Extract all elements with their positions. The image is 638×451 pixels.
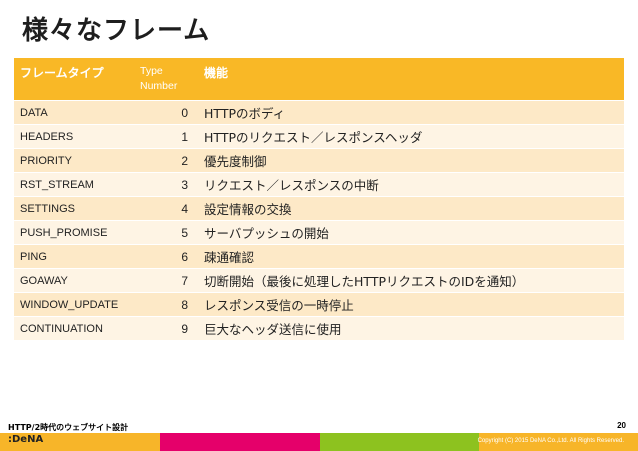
dena-logo: :DeNA	[8, 434, 44, 445]
copyright: Copyright (C) 2015 DeNA Co.,Ltd. All Rig…	[477, 438, 624, 444]
table-row: DATA 0 HTTPのボディ	[14, 100, 624, 125]
table-row: WINDOW_UPDATE 8 レスポンス受信の一時停止	[14, 292, 624, 317]
frame-type-cell: HEADERS	[14, 124, 134, 149]
table-row: PUSH_PROMISE 5 サーバプッシュの開始	[14, 220, 624, 245]
function-cell: 巨大なヘッダ送信に使用	[198, 316, 624, 340]
stripe-segment	[320, 433, 479, 451]
function-cell: HTTPのリクエスト／レスポンスヘッダ	[198, 124, 624, 149]
frame-type-cell: PRIORITY	[14, 148, 134, 173]
function-cell: HTTPのボディ	[198, 100, 624, 125]
stripe-segment	[160, 433, 320, 451]
type-number-cell: 8	[134, 292, 198, 317]
frame-type-cell: RST_STREAM	[14, 172, 134, 197]
table-header-row: フレームタイプ Type Number 機能	[14, 58, 624, 101]
type-number-cell: 5	[134, 220, 198, 245]
type-number-cell: 0	[134, 100, 198, 125]
page-number: 20	[617, 421, 626, 430]
header-function: 機能	[198, 58, 624, 101]
table-row: SETTINGS 4 設定情報の交換	[14, 196, 624, 221]
type-number-cell: 7	[134, 268, 198, 293]
table-row: PING 6 疎通確認	[14, 244, 624, 269]
frame-type-cell: DATA	[14, 100, 134, 125]
function-cell: レスポンス受信の一時停止	[198, 292, 624, 317]
type-number-cell: 9	[134, 316, 198, 340]
page-title: 様々なフレーム	[22, 16, 211, 46]
function-cell: 優先度制御	[198, 148, 624, 173]
frame-type-cell: CONTINUATION	[14, 316, 134, 340]
function-cell: 設定情報の交換	[198, 196, 624, 221]
frame-type-cell: PING	[14, 244, 134, 269]
footer-stripe	[0, 433, 638, 451]
stripe-segment	[0, 433, 160, 451]
deck-title: HTTP/2時代のウェブサイト設計	[8, 423, 129, 432]
type-number-cell: 4	[134, 196, 198, 221]
frame-type-cell: SETTINGS	[14, 196, 134, 221]
type-number-cell: 6	[134, 244, 198, 269]
function-cell: リクエスト／レスポンスの中断	[198, 172, 624, 197]
header-frame-type: フレームタイプ	[14, 58, 134, 101]
table-row: PRIORITY 2 優先度制御	[14, 148, 624, 173]
type-number-cell: 3	[134, 172, 198, 197]
stripe-segment	[479, 433, 638, 451]
frame-type-cell: PUSH_PROMISE	[14, 220, 134, 245]
function-cell: 疎通確認	[198, 244, 624, 269]
table-row: CONTINUATION 9 巨大なヘッダ送信に使用	[14, 316, 624, 340]
table-row: RST_STREAM 3 リクエスト／レスポンスの中断	[14, 172, 624, 197]
frame-type-cell: GOAWAY	[14, 268, 134, 293]
table-row: HEADERS 1 HTTPのリクエスト／レスポンスヘッダ	[14, 124, 624, 149]
frame-types-table: フレームタイプ Type Number 機能 DATA 0 HTTPのボディ HEAD…	[14, 58, 624, 340]
header-type-number: Type Number	[134, 58, 198, 101]
frame-type-cell: WINDOW_UPDATE	[14, 292, 134, 317]
table-row: GOAWAY 7 切断開始（最後に処理したHTTPリクエストのIDを通知）	[14, 268, 624, 293]
function-cell: 切断開始（最後に処理したHTTPリクエストのIDを通知）	[198, 268, 624, 293]
function-cell: サーバプッシュの開始	[198, 220, 624, 245]
type-number-cell: 1	[134, 124, 198, 149]
type-number-cell: 2	[134, 148, 198, 173]
